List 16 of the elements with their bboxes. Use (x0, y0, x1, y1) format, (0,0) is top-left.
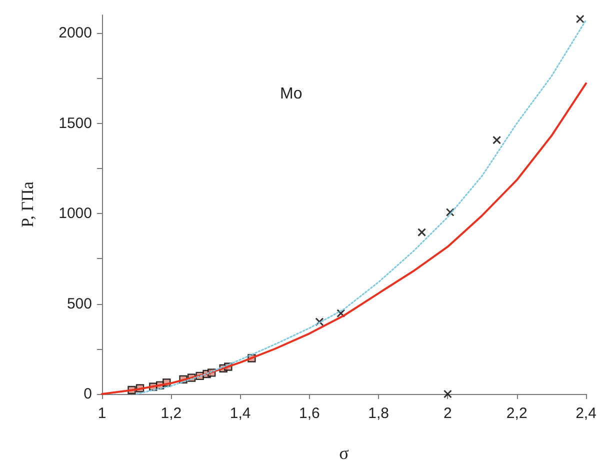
x-tick-label: 1 (98, 405, 106, 422)
x-tick-label: 1,8 (368, 405, 389, 422)
x-tick-label: 2,4 (576, 405, 596, 422)
y-tick-label: 1000 (58, 205, 92, 222)
x-tick-label: 2,2 (506, 405, 528, 422)
x-tick-label: 2 (444, 405, 452, 422)
annotation: Mo (280, 86, 302, 102)
y-tick-label: 2000 (58, 24, 92, 42)
x-tick-label: 1,6 (299, 405, 320, 422)
y-tick-label: 0 (84, 386, 92, 402)
y-tick-label: 1500 (58, 114, 92, 132)
x-axis-title: σ (339, 443, 350, 463)
y-tick-label: 500 (66, 295, 92, 312)
x-tick-label: 1,2 (160, 405, 182, 422)
x-tick-label: 1,4 (230, 405, 251, 422)
y-axis-title: P, ГПа (18, 181, 37, 228)
